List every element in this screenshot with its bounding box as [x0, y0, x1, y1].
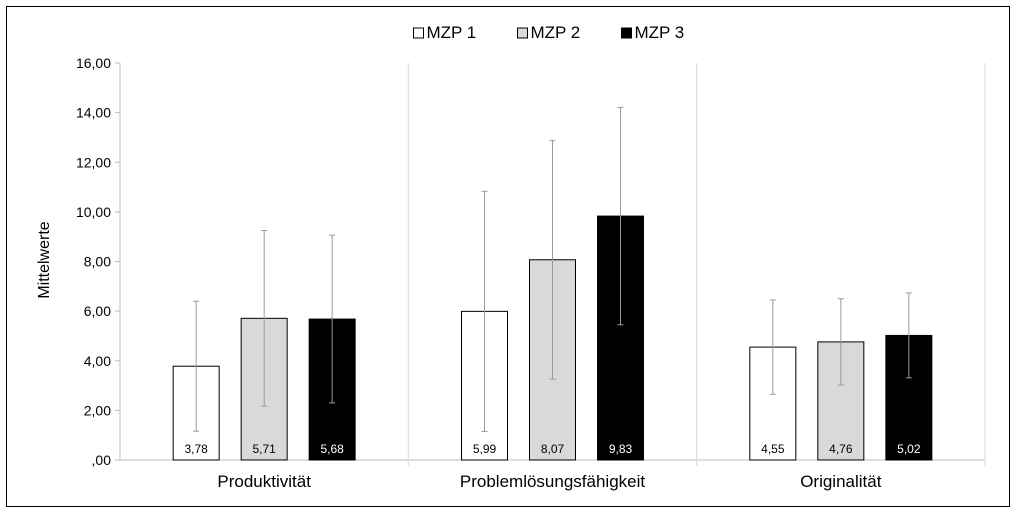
legend-label: MZP 1	[427, 23, 477, 42]
legend-swatch	[621, 27, 632, 39]
y-tick-label: 10,00	[76, 204, 111, 220]
y-tick-label: 2,00	[84, 402, 111, 418]
data-label: 5,68	[320, 442, 344, 456]
y-tick-label: 4,00	[84, 353, 111, 369]
legend-label: MZP 2	[531, 23, 581, 42]
y-tick-label: ,00	[92, 452, 112, 468]
y-tick-label: 12,00	[76, 154, 111, 170]
category-labels: Produktivität Problemlösungsfähigkeit Orig…	[217, 472, 881, 491]
y-tick-label: 6,00	[84, 303, 111, 319]
chart-frame	[6, 6, 1010, 507]
legend-swatch	[517, 27, 528, 39]
data-label: 4,76	[829, 442, 853, 456]
error-bars	[193, 106, 912, 432]
y-axis-label: Mittelwerte	[36, 221, 53, 298]
category-label: Originalität	[800, 472, 882, 491]
category-label: Produktivität	[217, 472, 311, 491]
y-tick-labels: ,00 2,00 4,00 6,00 8,00 10,00 12,00 14,00 16,00	[76, 55, 111, 468]
y-tick-label: 16,00	[76, 55, 111, 71]
data-label: 5,02	[897, 442, 921, 456]
data-labels: 3,78 5,71 5,68 5,99 8,07 9,83 4,55 4,76 5,02	[184, 442, 920, 456]
legend: MZP 1 MZP 2 MZP 3	[413, 23, 685, 42]
category-label: Problemlösungsfähigkeit	[460, 472, 645, 491]
legend-label: MZP 3	[635, 23, 685, 42]
y-tick-label: 8,00	[84, 254, 111, 270]
legend-swatch	[413, 27, 424, 39]
data-label: 5,71	[252, 442, 276, 456]
data-label: 9,83	[609, 442, 633, 456]
data-label: 8,07	[541, 442, 565, 456]
data-label: 4,55	[761, 442, 785, 456]
data-label: 5,99	[473, 442, 497, 456]
data-label: 3,78	[184, 442, 208, 456]
y-tick-label: 14,00	[76, 105, 111, 121]
